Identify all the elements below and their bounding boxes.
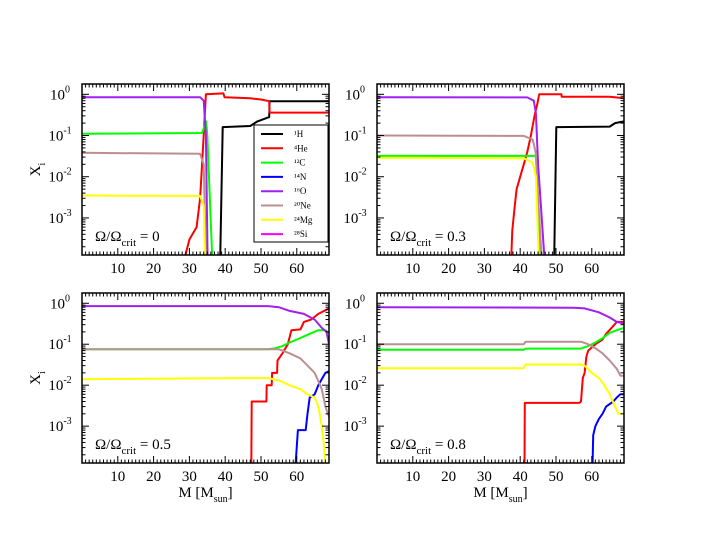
series-group (82, 92, 329, 255)
y-tick-label: 100 (345, 84, 365, 103)
y-tick-label: 10-2 (48, 375, 71, 394)
series-line-⁴He (184, 92, 329, 255)
x-tick-label: 20 (441, 469, 456, 485)
x-tick-label: 20 (146, 261, 161, 277)
panel-3: 10 20 30 40 50 60 100 10-1 10-2 10-3 Ω/Ωcrit = 0.5… (28, 292, 330, 505)
y-tick-label: 10-1 (343, 334, 366, 353)
panel-2: 10 20 30 40 50 60 100 10-1 10-2 10-3 Ω/Ωcrit = 0.3 (343, 83, 625, 277)
series-line-²⁴Mg (82, 194, 206, 255)
series-line-²⁴Mg (377, 363, 624, 415)
series-line-¹⁶O (377, 96, 546, 255)
x-tick-label: 30 (182, 261, 197, 277)
x-tick-label: 40 (218, 261, 233, 277)
series-line-²⁰Ne (377, 340, 624, 377)
x-tick-label: 10 (405, 469, 420, 485)
y-tick-label: 10-3 (343, 208, 366, 227)
series-line-¹H (553, 120, 624, 255)
x-tick-label: 30 (477, 261, 492, 277)
legend-label: ²⁸Si (294, 229, 308, 239)
y-tick-label: 10-1 (48, 126, 71, 145)
y-axis-label: Xi (28, 371, 48, 385)
x-axis-label: M [Msun] (178, 485, 232, 505)
x-tick-label: 50 (548, 261, 563, 277)
y-tick-label: 10-1 (48, 334, 71, 353)
legend-label: ¹⁴N (294, 172, 307, 182)
x-tick-label: 10 (110, 261, 125, 277)
series-group (82, 305, 329, 463)
series-line-¹⁶O (82, 305, 329, 345)
y-tick-label: 10-1 (343, 126, 366, 145)
y-tick-label: 100 (345, 293, 365, 312)
y-tick-label: 10-3 (343, 416, 366, 435)
rotation-annotation: Ω/Ωcrit = 0.5 (95, 437, 171, 457)
legend-label: ¹H (294, 129, 304, 139)
y-axis-label: Xi (28, 162, 48, 176)
y-tick-label: 10-3 (48, 416, 71, 435)
series-group (377, 306, 624, 463)
y-tick-label: 10-3 (48, 208, 71, 227)
series-line-¹⁴N (294, 370, 329, 463)
x-tick-label: 40 (513, 469, 528, 485)
series-line-⁴He (523, 320, 624, 463)
legend-label: ²⁴Mg (294, 215, 313, 225)
x-tick-label: 60 (289, 261, 304, 277)
legend-label: ⁴He (294, 143, 308, 153)
panel-1: 10 20 30 40 50 60 100 10-1 10-2 10-3 Ω/Ωcrit = 0 Xi… (28, 83, 330, 277)
plot-frame (81, 292, 330, 464)
x-tick-label: 20 (441, 261, 456, 277)
panel-4: 10 20 30 40 50 60 100 10-1 10-2 10-3 Ω/Ωcrit = 0.8… (343, 292, 625, 505)
series-line-¹⁴N (591, 393, 624, 463)
legend-box (253, 124, 329, 243)
x-tick-label: 30 (477, 469, 492, 485)
x-tick-label: 10 (405, 261, 420, 277)
legend: ¹H ⁴He ¹²C ¹⁴N ¹⁶O ²⁰Ne ²⁴Mg ²⁸Si (253, 124, 329, 243)
x-tick-label: 50 (253, 469, 268, 485)
legend-label: ¹⁶O (294, 186, 307, 196)
series-line-¹²C (377, 326, 624, 351)
x-tick-label: 50 (253, 261, 268, 277)
y-tick-label: 10-2 (48, 167, 71, 186)
x-tick-label: 10 (110, 469, 125, 485)
x-tick-label: 50 (548, 469, 563, 485)
series-line-²⁰Ne (377, 134, 543, 255)
legend-label: ²⁰Ne (294, 201, 311, 211)
x-tick-label: 30 (182, 469, 197, 485)
y-tick-label: 10-2 (343, 375, 366, 394)
rotation-annotation: Ω/Ωcrit = 0 (95, 229, 160, 249)
x-tick-label: 40 (513, 261, 528, 277)
rotation-annotation: Ω/Ωcrit = 0.3 (390, 229, 466, 249)
y-tick-label: 10-2 (343, 167, 366, 186)
series-line-¹⁶O (377, 306, 624, 325)
series-line-²⁰Ne (82, 348, 329, 418)
series-line-¹²C (82, 329, 329, 351)
x-tick-label: 60 (289, 469, 304, 485)
series-line-¹⁶O (82, 96, 209, 255)
x-axis-label: M [Msun] (473, 485, 527, 505)
x-tick-label: 40 (218, 469, 233, 485)
y-tick-label: 100 (50, 293, 70, 312)
series-line-²⁴Mg (377, 156, 540, 255)
plot-frame (376, 292, 625, 464)
series-line-⁴He (250, 307, 329, 463)
plot-frame (81, 83, 330, 256)
y-tick-label: 100 (50, 84, 70, 103)
rotation-annotation: Ω/Ωcrit = 0.8 (390, 437, 466, 457)
x-tick-label: 20 (146, 469, 161, 485)
series-line-⁴He (510, 93, 624, 255)
x-tick-label: 60 (584, 261, 599, 277)
x-tick-label: 60 (584, 469, 599, 485)
series-group (377, 93, 624, 255)
plot-frame (376, 83, 625, 256)
series-line-²⁴Mg (82, 377, 327, 463)
legend-label: ¹²C (294, 158, 305, 168)
